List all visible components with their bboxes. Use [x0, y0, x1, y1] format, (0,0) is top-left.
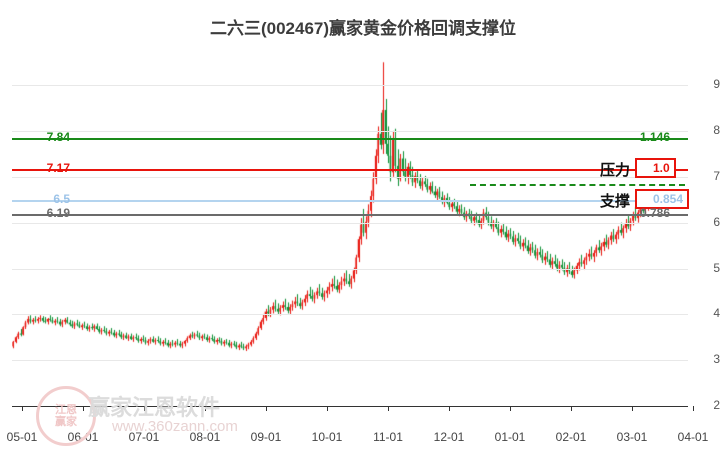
level-line-resistance-1146 [12, 138, 688, 140]
y-axis-tick-label: 6 [713, 215, 720, 229]
x-axis-tick-mark [388, 406, 389, 411]
x-axis-tick-label: 09-01 [250, 430, 282, 444]
y-axis-tick-label: 4 [713, 306, 720, 320]
x-axis-tick-mark [693, 406, 694, 411]
gridline [12, 131, 688, 132]
x-axis-tick-mark [449, 406, 450, 411]
gridline [12, 223, 688, 224]
x-axis-tick-label: 05-01 [6, 430, 38, 444]
x-axis-tick-label: 08-01 [189, 430, 221, 444]
level-price-label-support-0786: 6.19 [46, 206, 70, 220]
x-axis-tick-mark [205, 406, 206, 411]
page-title: 二六三(002467)赢家黄金价格回调支撑位 [209, 19, 517, 38]
level-line-support-0854 [12, 200, 688, 202]
x-axis-tick-label: 11-01 [373, 430, 403, 444]
level-ratio-box-support-0854: 0.854 [635, 189, 690, 209]
plot-area [12, 60, 688, 406]
x-axis-tick-label: 04-01 [677, 430, 709, 444]
level-price-label-resistance-1146: 7.84 [46, 130, 70, 144]
x-axis-tick-label: 03-01 [616, 430, 648, 444]
x-axis-tick-label: 07-01 [128, 430, 160, 444]
x-axis-tick-mark [144, 406, 145, 411]
gridline [12, 85, 688, 86]
x-axis-tick-mark [266, 406, 267, 411]
level-price-label-resistance-1000: 7.17 [46, 161, 70, 175]
y-axis-tick-label: 5 [713, 261, 720, 275]
y-axis-tick-label: 2 [713, 398, 720, 412]
x-axis-tick-mark [327, 406, 328, 411]
level-ratio-label-support-0786: 0.786 [640, 206, 671, 220]
watermark-brand: 赢家江恩软件 [88, 395, 221, 420]
gridline [12, 269, 688, 270]
x-axis-tick-mark [571, 406, 572, 411]
level-ratio-box-resistance-1000: 1.0 [635, 158, 676, 178]
x-axis-tick-label: 01-01 [494, 430, 526, 444]
x-axis-tick-mark [510, 406, 511, 411]
x-axis-tick-label: 12-01 [433, 430, 465, 444]
level-tag-resistance-1000: 压力 [600, 162, 631, 179]
x-axis-tick-mark [632, 406, 633, 411]
candlestick-canvas [12, 60, 688, 406]
level-line-support-0786 [12, 214, 688, 216]
gridline [12, 177, 688, 178]
x-axis-line [12, 406, 688, 407]
gridline [12, 360, 688, 361]
level-line-gann-dashed [470, 184, 685, 186]
y-axis-tick-label: 3 [713, 352, 720, 366]
y-axis-tick-label: 8 [713, 123, 720, 137]
x-axis-tick-label: 02-01 [555, 430, 587, 444]
watermark-seal: 江恩赢家 [36, 386, 96, 446]
gridline [12, 314, 688, 315]
level-price-label-support-0854: 6.5 [53, 192, 70, 206]
watermark-seal-text: 江恩赢家 [55, 404, 77, 428]
x-axis-tick-label: 10-01 [311, 430, 343, 444]
x-axis-tick-mark [22, 406, 23, 411]
level-ratio-label-resistance-1146: 1.146 [640, 130, 671, 144]
level-line-resistance-1000 [12, 169, 688, 171]
level-tag-support-0854: 支撑 [600, 193, 631, 210]
y-axis-tick-label: 9 [713, 77, 720, 91]
watermark-url: www.360zann.com [112, 418, 238, 435]
y-axis-tick-label: 7 [713, 169, 720, 183]
